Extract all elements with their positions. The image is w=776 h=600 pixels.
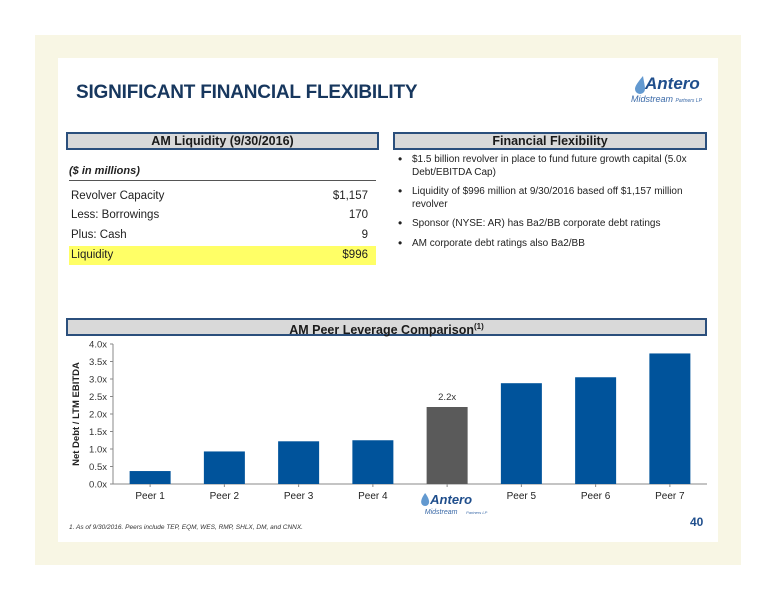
axis-logo-subtitle: Midstream bbox=[425, 509, 458, 514]
logo-name: Antero bbox=[645, 74, 700, 93]
y-axis-title: Net Debt / LTM EBITDA bbox=[71, 362, 82, 466]
slide-title: SIGNIFICANT FINANCIAL FLEXIBILITY bbox=[76, 82, 418, 103]
leverage-chart: 0.0x 0.5x 1.0x 1.5x 2.0x 2.5x 3.0x 3.5x 4.0x Net … bbox=[71, 340, 707, 514]
chart-title: AM Peer Leverage Comparison bbox=[289, 323, 474, 338]
liquidity-total-row: Liquidity $996 bbox=[69, 246, 376, 265]
bar bbox=[500, 383, 542, 484]
footnote: 1. As of 9/30/2016. Peers include TEP, E… bbox=[69, 524, 303, 531]
y-tick-label: 4.0x bbox=[89, 340, 107, 351]
bar bbox=[203, 451, 245, 484]
y-tick-label: 0.5x bbox=[89, 462, 107, 473]
bullet-item: $1.5 billion revolver in place to fund f… bbox=[396, 153, 708, 179]
y-tick-label: 2.0x bbox=[89, 410, 107, 421]
row-value: 9 bbox=[361, 229, 368, 241]
bar bbox=[426, 407, 468, 484]
y-tick-label: 3.5x bbox=[89, 357, 107, 368]
row-label: Less: Borrowings bbox=[71, 209, 160, 221]
y-tick-label: 0.0x bbox=[89, 480, 107, 491]
antero-drop-icon bbox=[635, 76, 645, 94]
x-tick-label: Peer 7 bbox=[655, 491, 685, 502]
axis-logo-name: Antero bbox=[429, 492, 472, 507]
y-tick-label: 1.5x bbox=[89, 427, 107, 438]
row-label: Liquidity bbox=[71, 249, 114, 261]
x-tick-label: Peer 2 bbox=[210, 491, 240, 502]
bar bbox=[352, 440, 394, 484]
bar bbox=[129, 471, 171, 484]
x-tick-label: Peer 5 bbox=[507, 491, 537, 502]
bar bbox=[278, 441, 320, 484]
row-value: $1,157 bbox=[332, 190, 368, 202]
liquidity-row: Plus: Cash 9 bbox=[69, 226, 376, 245]
bullet-item: Liquidity of $996 million at 9/30/2016 b… bbox=[396, 185, 708, 211]
data-label: 2.2x bbox=[438, 392, 456, 403]
axis-logo-drop-icon bbox=[421, 493, 430, 506]
bar bbox=[649, 353, 691, 484]
x-tick-label: Peer 1 bbox=[135, 491, 165, 502]
bullet-item: Sponsor (NYSE: AR) has Ba2/BB corporate … bbox=[396, 217, 708, 231]
row-label: Plus: Cash bbox=[71, 229, 127, 241]
liquidity-row: Less: Borrowings 170 bbox=[69, 206, 376, 225]
chart-title-box: AM Peer Leverage Comparison(1) bbox=[66, 318, 707, 338]
chart-title-footnote-mark: (1) bbox=[474, 322, 484, 331]
x-tick-label: Peer 3 bbox=[284, 491, 314, 502]
logo-subtitle-wrap: Midstream Partners LP bbox=[631, 94, 702, 104]
row-value: 170 bbox=[348, 209, 368, 221]
flexibility-header: Financial Flexibility bbox=[393, 132, 707, 150]
bullet-item: AM corporate debt ratings also Ba2/BB bbox=[396, 237, 708, 251]
page-number: 40 bbox=[690, 515, 704, 529]
y-tick-label: 3.0x bbox=[89, 375, 107, 386]
logo-subtitle: Midstream bbox=[631, 94, 674, 104]
liquidity-units: ($ in millions) bbox=[69, 165, 376, 181]
x-tick-label: Peer 4 bbox=[358, 491, 388, 502]
flexibility-bullets: $1.5 billion revolver in place to fund f… bbox=[396, 153, 708, 257]
row-value: $996 bbox=[342, 249, 368, 261]
liquidity-header: AM Liquidity (9/30/2016) bbox=[66, 132, 379, 150]
x-tick-label: Peer 6 bbox=[581, 491, 611, 502]
logo-suffix: Partners LP bbox=[675, 98, 702, 104]
bar bbox=[575, 377, 617, 484]
y-tick-label: 2.5x bbox=[89, 392, 107, 403]
row-label: Revolver Capacity bbox=[71, 190, 165, 202]
antero-logo: Antero Midstream Partners LP bbox=[625, 74, 713, 108]
y-tick-label: 1.0x bbox=[89, 445, 107, 456]
axis-logo-suffix: Partners LP bbox=[466, 510, 487, 514]
liquidity-row: Revolver Capacity $1,157 bbox=[69, 187, 376, 206]
